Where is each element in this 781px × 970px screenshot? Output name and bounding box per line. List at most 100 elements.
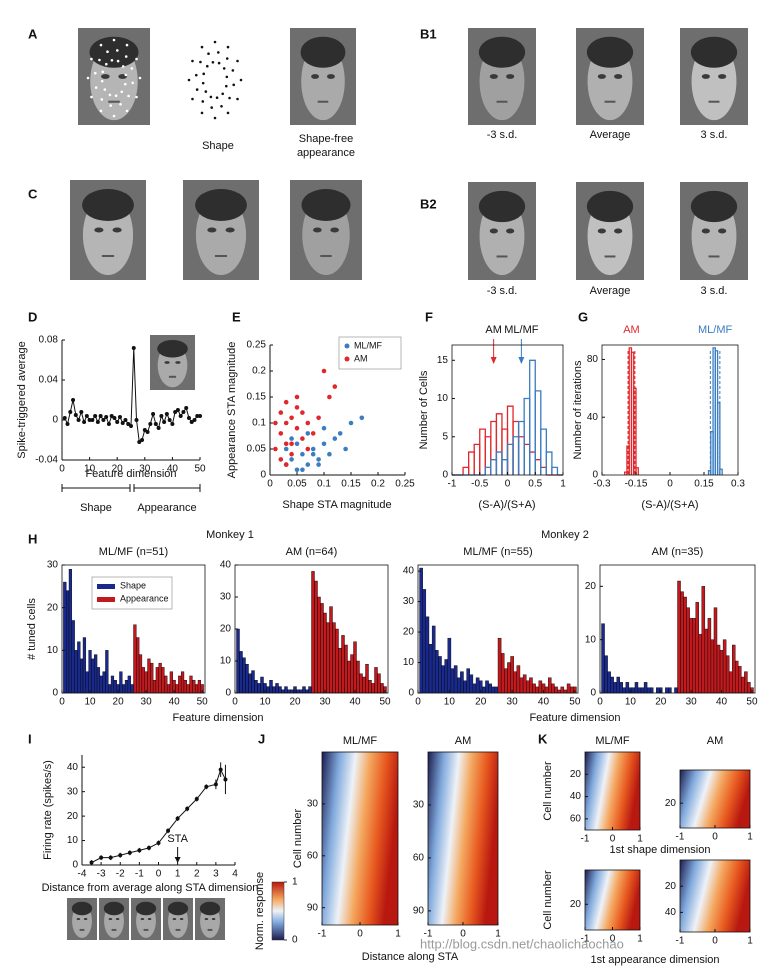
hist-bar [513, 671, 518, 694]
data-point [159, 414, 164, 418]
legend-label: AM [354, 353, 368, 363]
y-tick-label: 60 [413, 853, 425, 864]
hist-bar [482, 686, 486, 694]
hist-bar [535, 686, 539, 694]
caption: 3 s.d. [701, 285, 728, 297]
face-eye [179, 917, 184, 921]
hist-bar [519, 677, 524, 694]
watermark: http://blog.csdn.net/chaolichaochao [420, 936, 624, 951]
x-tick-label: 1 [637, 934, 643, 945]
hist-bar [362, 676, 366, 694]
landmark [112, 114, 116, 118]
hist-bar [431, 625, 436, 694]
data-point [104, 415, 109, 419]
hist-bar [257, 683, 261, 694]
hist-bar [491, 686, 496, 694]
y-axis-label: Firing rate (spikes/s) [42, 760, 54, 860]
y-tick-label: 30 [220, 592, 232, 603]
hist-bar [102, 671, 106, 694]
x-tick-label: 50 [379, 697, 391, 708]
data-point [126, 422, 131, 426]
caption: -3 s.d. [487, 285, 518, 297]
data-point [162, 420, 167, 424]
landmark [216, 51, 220, 54]
x-tick-label: 0.5 [528, 479, 542, 490]
panel-label: C [28, 186, 38, 201]
group-title: Monkey 2 [541, 529, 589, 541]
landmark [217, 61, 221, 65]
x-tick-label: 0 [597, 697, 603, 708]
y-tick-label: 0.05 [247, 444, 267, 455]
hist-bar [704, 628, 709, 694]
caption: -3 s.d. [487, 129, 518, 141]
plot-frame [417, 564, 579, 694]
y-tick-label: 0 [72, 860, 78, 871]
y-tick-label: 20 [67, 811, 79, 822]
data-point [186, 416, 191, 420]
panel-label: B2 [420, 196, 437, 211]
hist-bar [356, 660, 360, 694]
scatter-point [327, 394, 332, 400]
hist-bar [169, 671, 173, 694]
face-hair [167, 901, 189, 916]
landmark [112, 38, 116, 42]
face-hair [478, 36, 526, 68]
landmark [93, 71, 97, 75]
face-hair [301, 189, 351, 221]
face-eye [597, 74, 606, 79]
data-point [112, 416, 117, 420]
hist-bar [444, 659, 449, 694]
x-axis-label: Feature dimension [529, 712, 620, 724]
hist-bar [631, 687, 636, 694]
landmark [226, 45, 230, 49]
hist-bar [422, 589, 427, 694]
hist-bar [299, 689, 303, 694]
data-line [91, 768, 226, 864]
data-point [167, 418, 172, 422]
legend-box [91, 576, 173, 610]
hist-bar [144, 671, 148, 694]
scatter-point [321, 441, 327, 447]
hist-bar [197, 680, 201, 694]
scatter-point [310, 431, 316, 436]
scatter-point [305, 446, 311, 452]
x-tick-label: 0 [59, 464, 65, 475]
hist-bar [158, 662, 162, 694]
x-tick-label: -4 [78, 869, 87, 880]
hist-bar [450, 668, 455, 694]
x-tick-label: 10 [84, 464, 96, 475]
landmark [199, 60, 202, 64]
scatter-point [316, 415, 321, 421]
hist-step [529, 451, 536, 475]
scatter-point [289, 441, 294, 447]
y-tick-label: 0.04 [39, 375, 59, 386]
y-tick-label: 40 [403, 566, 415, 577]
hist-bar [88, 650, 92, 694]
face-eye [175, 361, 181, 364]
face-eye [614, 74, 623, 79]
landmark [213, 116, 217, 120]
y-tick-label: 40 [587, 412, 599, 423]
hist-bar [113, 680, 117, 694]
landmark [98, 58, 101, 62]
hist-bar [701, 586, 706, 694]
x-axis-label: Distance from average along STA dimensio… [42, 882, 259, 894]
y-tick-label: 40 [220, 560, 232, 571]
hist-bar [637, 687, 642, 694]
legend-swatch [344, 343, 350, 349]
plot-frame [61, 564, 206, 694]
y-tick-label: 0 [408, 688, 414, 699]
panel-label: G [578, 309, 588, 324]
hist-bar [189, 675, 193, 694]
hist-bar [290, 689, 294, 694]
data-point [134, 418, 139, 422]
face-eye [101, 74, 110, 79]
hist-bar [66, 590, 70, 694]
face-hair [300, 36, 346, 68]
x-tick-label: 0 [232, 697, 238, 708]
chart: 0 10 20 30 40 50 0 10 20 30 ML/MF (n=51) Feature di… [26, 546, 264, 724]
face-eye [211, 917, 216, 921]
x-tick-label: 0.15 [694, 479, 714, 490]
hist-bar [692, 618, 696, 694]
hist-step [551, 466, 559, 475]
